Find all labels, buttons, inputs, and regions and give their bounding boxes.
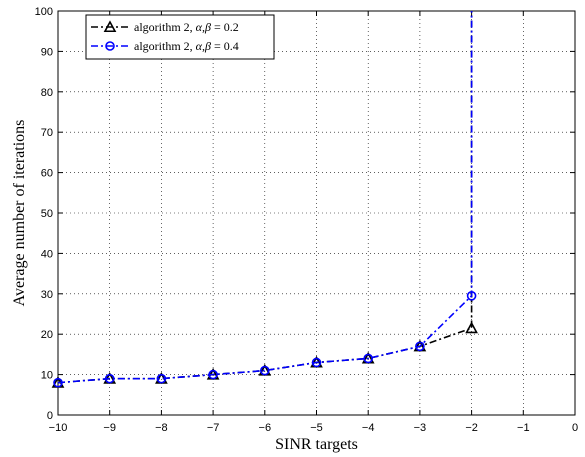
series-lines: [51, 11, 478, 388]
legend-label-prefix: algorithm 2,: [134, 20, 196, 34]
data-point-marker: [465, 321, 478, 334]
data-point-marker: [415, 341, 425, 352]
x-tick-label: −4: [362, 422, 375, 434]
data-point-marker: [208, 369, 218, 380]
legend-item-2: algorithm 2, α,β = 0.4: [91, 39, 239, 53]
y-tick-label: 70: [41, 127, 53, 139]
data-point-marker: [259, 365, 270, 376]
y-tick-label: 60: [41, 168, 53, 180]
y-tick-label: 100: [35, 6, 53, 18]
x-tick-label: −3: [414, 422, 427, 434]
y-tick-label: 80: [41, 87, 53, 99]
legend-marker: [103, 20, 117, 33]
x-tick-label: −1: [517, 422, 530, 434]
x-tick-label: −5: [310, 422, 323, 434]
data-point-marker: [104, 373, 115, 384]
x-tick-label: 0: [572, 422, 578, 434]
y-tick-label: 40: [41, 248, 53, 260]
legend-item-1: algorithm 2, α,β = 0.2: [91, 20, 239, 34]
legend-label-symbol: α,β: [196, 39, 211, 53]
legend-label: algorithm 2, α,β = 0.4: [134, 39, 239, 53]
legend-label: algorithm 2, α,β = 0.2: [134, 20, 239, 34]
x-axis-title: SINR targets: [275, 436, 358, 453]
x-tick-label: −7: [207, 422, 220, 434]
axis-ticks: −10 −9 −8 −7 −6 −5 −4 −3 −2 −1 0010203040506070809…: [35, 6, 578, 434]
y-tick-label: 90: [41, 46, 53, 58]
y-tick-label: 50: [41, 208, 53, 220]
legend-label-suffix: = 0.4: [211, 39, 239, 53]
series-line: [57, 11, 473, 384]
data-point-marker: [311, 357, 322, 368]
y-tick-label: 30: [41, 289, 53, 301]
legend-label-suffix: = 0.2: [211, 20, 239, 34]
x-tick-label: −9: [103, 422, 116, 434]
y-tick-label: 0: [47, 410, 53, 422]
legend-label-symbol: α,β: [196, 20, 211, 34]
data-point-marker: [466, 291, 477, 301]
legend-label-prefix: algorithm 2,: [134, 39, 196, 53]
series-2: [53, 11, 477, 388]
data-point-marker: [156, 373, 167, 384]
series-line: [57, 11, 473, 384]
legend-marker: [105, 41, 115, 51]
x-tick-label: −10: [49, 422, 68, 434]
x-tick-label: −8: [155, 422, 168, 434]
data-point-marker: [53, 377, 63, 388]
y-tick-label: 10: [41, 370, 53, 382]
data-point-marker: [363, 353, 374, 364]
grid-lines: [58, 11, 575, 415]
legend-box: [85, 14, 275, 60]
x-tick-label: −2: [465, 422, 478, 434]
x-tick-label: −6: [259, 422, 272, 434]
y-tick-label: 20: [41, 329, 53, 341]
y-axis-title: Average number of iterations: [11, 120, 28, 307]
